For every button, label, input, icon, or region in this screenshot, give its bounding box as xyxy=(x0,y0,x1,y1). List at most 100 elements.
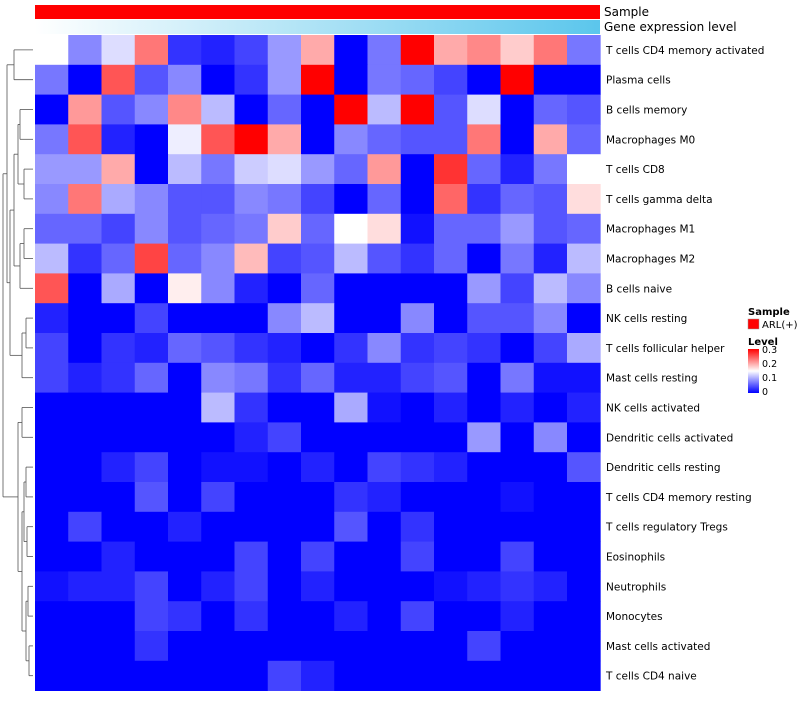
row-label: T cells gamma delta xyxy=(605,194,713,206)
heatmap-cell xyxy=(533,154,568,185)
heatmap-cell xyxy=(367,94,402,125)
heatmap-cell xyxy=(168,660,202,691)
heatmap-cell xyxy=(434,392,468,423)
heatmap-cell xyxy=(533,482,568,513)
heatmap-cell xyxy=(400,660,435,691)
heatmap-cell xyxy=(101,213,136,244)
heatmap-cell xyxy=(500,64,535,95)
heatmap-cell xyxy=(101,243,136,274)
heatmap-cell xyxy=(301,35,335,66)
heatmap-cell xyxy=(234,94,269,125)
heatmap-cell xyxy=(101,303,136,334)
heatmap-cell xyxy=(101,362,136,393)
heatmap-cell xyxy=(334,541,368,572)
heatmap-cell xyxy=(367,511,402,542)
heatmap-cell xyxy=(434,541,468,572)
heatmap-cell xyxy=(101,422,136,453)
heatmap-cell xyxy=(267,243,302,274)
heatmap-cell xyxy=(267,601,302,632)
heatmap-cell xyxy=(201,660,235,691)
heatmap-cell xyxy=(367,541,402,572)
heatmap-cell xyxy=(234,35,269,66)
heatmap-cell xyxy=(35,184,69,215)
heatmap-cell xyxy=(434,601,468,632)
heatmap-cell xyxy=(567,631,601,662)
heatmap-cell xyxy=(334,64,368,95)
heatmap-cell xyxy=(567,452,601,483)
heatmap-cell xyxy=(301,511,335,542)
heatmap-cell xyxy=(267,541,302,572)
heatmap-cell xyxy=(400,362,435,393)
heatmap-cell xyxy=(68,213,102,244)
heatmap-cell xyxy=(201,94,235,125)
heatmap-cell xyxy=(168,333,202,364)
heatmap-cell xyxy=(101,541,136,572)
heatmap-cell xyxy=(400,631,435,662)
heatmap-cell xyxy=(500,94,535,125)
heatmap-cell xyxy=(533,631,568,662)
row-label: Dendritic cells resting xyxy=(606,462,721,474)
heatmap-cell xyxy=(301,94,335,125)
heatmap-cell xyxy=(201,273,235,304)
heatmap-cell xyxy=(35,243,69,274)
heatmap-cell xyxy=(68,541,102,572)
heatmap-cell xyxy=(533,35,568,66)
heatmap-cell xyxy=(467,511,501,542)
heatmap-cell xyxy=(467,482,501,513)
heatmap-cell xyxy=(567,511,601,542)
heatmap-cell xyxy=(467,94,501,125)
heatmap-cell xyxy=(201,601,235,632)
heatmap-cell xyxy=(101,35,136,66)
heatmap-cell xyxy=(400,482,435,513)
row-label: T cells CD4 memory activated xyxy=(605,45,764,57)
heatmap-cell xyxy=(334,631,368,662)
heatmap-cell xyxy=(267,213,302,244)
heatmap-cell xyxy=(234,154,269,185)
heatmap-cell xyxy=(434,511,468,542)
row-label: B cells naive xyxy=(606,283,672,295)
heatmap-cell xyxy=(134,422,169,453)
heatmap-cell xyxy=(101,64,136,95)
heatmap-cell xyxy=(334,184,368,215)
heatmap-cell xyxy=(134,511,169,542)
heatmap-cell xyxy=(434,124,468,155)
heatmap-cell xyxy=(35,660,69,691)
heatmap-cell xyxy=(367,452,402,483)
heatmap-cell xyxy=(334,392,368,423)
heatmap-cell xyxy=(367,482,402,513)
heatmap-cell xyxy=(35,154,69,185)
heatmap-cell xyxy=(367,601,402,632)
row-label: T cells regulatory Tregs xyxy=(605,522,728,534)
heatmap-cell xyxy=(434,94,468,125)
heatmap-cell xyxy=(434,154,468,185)
heatmap-cell xyxy=(533,94,568,125)
heatmap-cell xyxy=(201,243,235,274)
heatmap-cell xyxy=(567,273,601,304)
heatmap-cell xyxy=(101,452,136,483)
heatmap-cell xyxy=(400,303,435,334)
heatmap-cell xyxy=(267,571,302,602)
heatmap-cell xyxy=(467,273,501,304)
heatmap-cell xyxy=(467,392,501,423)
heatmap-cell xyxy=(234,571,269,602)
row-label: NK cells resting xyxy=(606,313,687,325)
heatmap-cell xyxy=(367,243,402,274)
heatmap-cell xyxy=(567,482,601,513)
heatmap-cell xyxy=(467,64,501,95)
heatmap-cell xyxy=(334,511,368,542)
heatmap-cell xyxy=(201,422,235,453)
heatmap-cell xyxy=(201,64,235,95)
heatmap-cell xyxy=(434,452,468,483)
heatmap-cell xyxy=(334,452,368,483)
heatmap-cell xyxy=(101,482,136,513)
heatmap-cell xyxy=(467,333,501,364)
heatmap-cell xyxy=(301,541,335,572)
heatmap-cell xyxy=(533,452,568,483)
heatmap-cell xyxy=(567,422,601,453)
heatmap-cell xyxy=(367,422,402,453)
heatmap-cell xyxy=(201,303,235,334)
heatmap-cell xyxy=(301,213,335,244)
heatmap-cell xyxy=(101,631,136,662)
heatmap-cell xyxy=(68,660,102,691)
heatmap-cell xyxy=(500,303,535,334)
